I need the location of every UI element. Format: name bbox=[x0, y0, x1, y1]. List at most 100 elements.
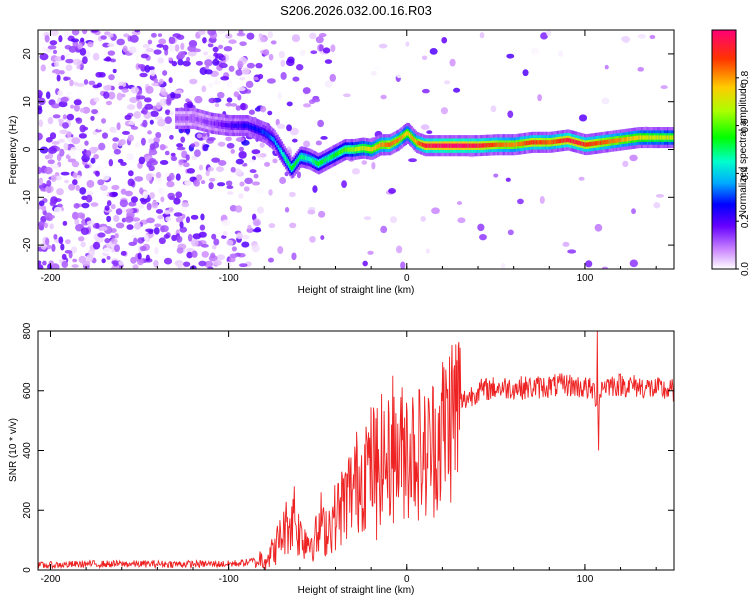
spectrogram-ridge-cell bbox=[488, 142, 492, 148]
spectrogram-cell bbox=[217, 141, 226, 147]
spectrogram-ridge-cell bbox=[296, 159, 299, 164]
spectrogram-cell bbox=[134, 30, 141, 33]
spectrogram-ridge-cell bbox=[480, 143, 483, 148]
spectrogram-cell bbox=[75, 184, 80, 192]
spectrogram-y-tick-label: -10 bbox=[22, 190, 33, 205]
spectrogram-ridge-cell bbox=[182, 116, 185, 121]
spectrogram-ridge-cell bbox=[558, 138, 561, 144]
spectrogram-ridge-cell bbox=[550, 140, 553, 145]
spectrogram-cell bbox=[81, 202, 90, 209]
spectrogram-cell bbox=[180, 136, 186, 143]
spectrogram-cell bbox=[72, 179, 78, 186]
spectrogram-ridge-cell bbox=[434, 143, 437, 148]
spectrogram-cell bbox=[216, 182, 226, 187]
spectrogram-x-tick-label: 100 bbox=[577, 273, 594, 284]
spectrogram-cell bbox=[132, 264, 139, 269]
spectrogram-cell bbox=[249, 159, 255, 163]
spectrogram-cell bbox=[367, 250, 374, 255]
spectrogram-cell bbox=[61, 232, 69, 236]
spectrogram-cell bbox=[149, 119, 154, 125]
spectrogram-cell bbox=[251, 155, 256, 161]
spectrogram-ridge-cell bbox=[340, 149, 343, 154]
spectrogram-cell bbox=[245, 80, 254, 89]
spectrogram-ridge-cell bbox=[370, 147, 373, 152]
spectrogram-cell bbox=[107, 91, 116, 100]
spectrogram-cell bbox=[38, 178, 44, 186]
spectrogram-cell bbox=[203, 51, 209, 56]
spectrogram-cell bbox=[202, 37, 207, 44]
spectrogram-ridge-cell bbox=[193, 116, 197, 121]
spectrogram-ridge-cell bbox=[232, 123, 235, 128]
spectrogram-ridge-cell bbox=[669, 135, 673, 140]
spectrogram-ridge-cell bbox=[487, 143, 490, 148]
spectrogram-ridge-cell bbox=[541, 140, 544, 145]
spectrogram-ridge-cell bbox=[435, 143, 439, 148]
spectrogram-cell bbox=[310, 50, 318, 55]
spectrogram-cell bbox=[517, 198, 524, 205]
spectrogram-cell bbox=[85, 150, 92, 158]
spectrogram-ridge-cell bbox=[323, 158, 326, 163]
spectrogram-cell bbox=[601, 97, 610, 105]
spectrogram-cell bbox=[200, 243, 209, 248]
spectrogram-cell bbox=[105, 56, 112, 62]
spectrogram-cell bbox=[315, 140, 322, 146]
spectrogram-cell bbox=[330, 171, 339, 176]
spectrogram-ridge-cell bbox=[481, 143, 484, 148]
spectrogram-ridge-cell bbox=[465, 143, 469, 148]
spectrogram-cell bbox=[70, 38, 80, 43]
spectrogram-cell bbox=[216, 166, 225, 173]
spectrogram-ridge-cell bbox=[391, 141, 395, 146]
spectrogram-cell bbox=[594, 223, 603, 232]
spectrogram-ridge-cell bbox=[247, 124, 251, 129]
spectrogram-ridge-cell bbox=[575, 140, 579, 145]
spectrogram-ridge-cell bbox=[514, 142, 517, 147]
spectrogram-cell bbox=[148, 165, 155, 172]
spectrogram-cell bbox=[158, 78, 164, 85]
spectrogram-cell bbox=[162, 70, 168, 76]
spectrogram-cell bbox=[280, 59, 286, 67]
spectrogram-ridge-cell bbox=[292, 165, 295, 170]
spectrogram-cell bbox=[53, 206, 62, 214]
spectrogram-ridge-cell bbox=[290, 165, 294, 171]
spectrogram-ridge-cell bbox=[302, 155, 305, 160]
spectrogram-cell bbox=[126, 153, 134, 161]
spectrogram-cell bbox=[653, 202, 661, 209]
spectrogram-cell bbox=[90, 202, 99, 207]
spectrogram-cell bbox=[421, 88, 430, 94]
spectrogram-cell bbox=[120, 183, 128, 190]
spectrogram-cell bbox=[186, 56, 191, 62]
spectrogram-cell bbox=[194, 95, 203, 104]
spectrogram-cell bbox=[192, 48, 201, 53]
spectrogram-cell bbox=[150, 69, 156, 77]
spectrogram-cell bbox=[370, 70, 377, 76]
spectrogram-cell bbox=[49, 223, 54, 230]
spectrogram-cell bbox=[104, 238, 111, 244]
spectrogram-cell bbox=[101, 173, 110, 181]
spectrogram-cell bbox=[95, 71, 103, 78]
spectrogram-cell bbox=[72, 172, 78, 179]
spectrogram-cell bbox=[604, 64, 609, 70]
spectrogram-y-tick-label: 10 bbox=[22, 96, 33, 108]
spectrogram-cell bbox=[312, 185, 318, 193]
spectrogram-cell bbox=[164, 116, 172, 124]
spectrogram-cell bbox=[84, 164, 90, 169]
figure-title: S206.2026.032.00.16.R03 bbox=[280, 3, 432, 18]
spectrogram-cell bbox=[210, 252, 216, 259]
spectrogram-ridge-cell bbox=[431, 143, 435, 148]
spectrogram-cell bbox=[221, 219, 231, 226]
spectrogram-ridge-cell bbox=[545, 140, 549, 145]
spectrogram-ridge-cell bbox=[329, 155, 332, 160]
spectrogram-cell bbox=[49, 132, 57, 140]
spectrogram-cell bbox=[38, 119, 44, 128]
spectrogram-cell bbox=[507, 110, 514, 118]
colorbar-tick-label: 0.6 bbox=[740, 118, 750, 132]
spectrogram-cell bbox=[309, 235, 316, 243]
spectrogram-cell bbox=[246, 62, 255, 69]
spectrogram-x-tick-label: -100 bbox=[219, 273, 239, 284]
spectrogram-cell bbox=[601, 266, 609, 269]
spectrogram-cell bbox=[400, 261, 406, 269]
snr-y-label: SNR (10 * v/v) bbox=[8, 418, 19, 482]
spectrogram-ridge-cell bbox=[666, 135, 670, 140]
spectrogram-ridge-cell bbox=[225, 122, 228, 128]
spectrogram-cell bbox=[171, 60, 178, 67]
